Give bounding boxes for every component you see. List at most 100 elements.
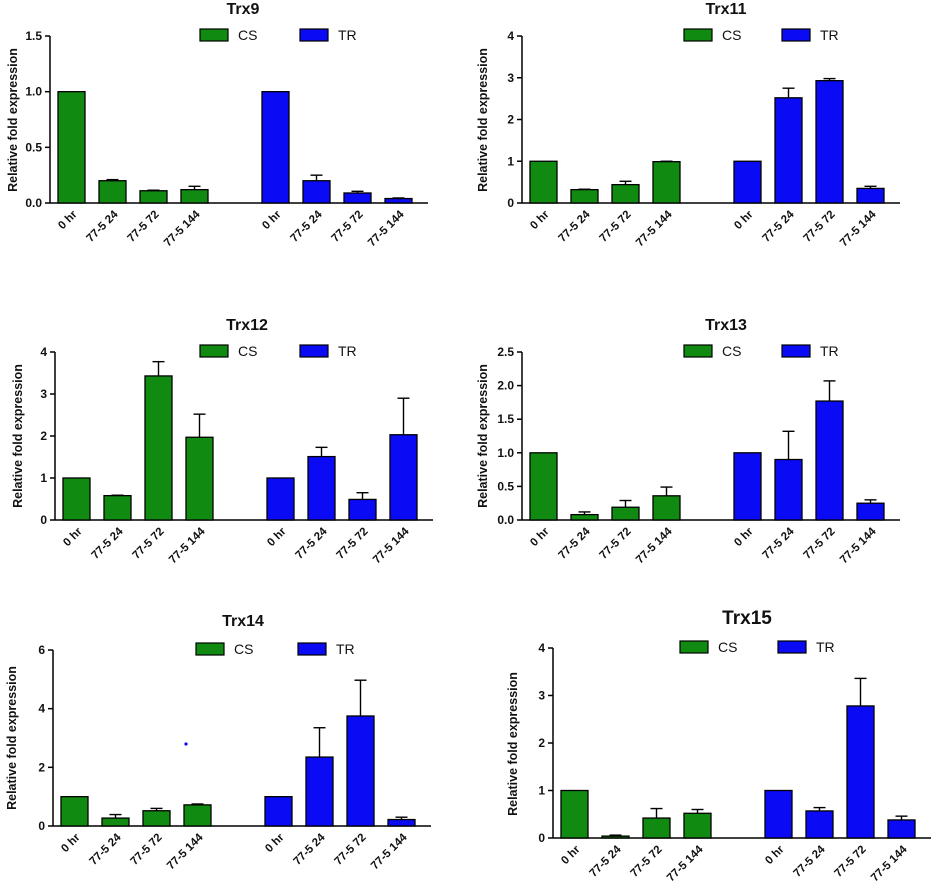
chart-title: Trx14	[222, 613, 264, 630]
bar-cs-1	[103, 494, 132, 521]
x-tick-label: 77-5 72	[802, 526, 838, 562]
x-tick-label: 0 hr	[528, 208, 552, 232]
x-tick-label: 77-5 24	[792, 843, 828, 879]
bar-tr-1	[305, 756, 334, 827]
chart-title: Trx13	[705, 317, 747, 334]
y-tick-label: 3	[538, 689, 545, 703]
y-tick-label: 4	[507, 29, 514, 43]
bar-tr-0	[733, 452, 762, 521]
bar-tr-0	[264, 796, 293, 827]
bar-cs-3	[683, 812, 712, 839]
legend-label-tr: TR	[820, 27, 839, 43]
x-tick-label: 0 hr	[763, 843, 787, 867]
stray-dot	[184, 742, 188, 746]
x-tick-label: 77-5 72	[129, 832, 165, 868]
y-axis-label: Relative fold expression	[11, 364, 25, 508]
x-tick-label: 0 hr	[265, 525, 289, 549]
bar-tr-2	[846, 705, 875, 839]
chart-title: Trx9	[227, 1, 260, 18]
y-tick-label: 6	[38, 643, 45, 657]
x-tick-label: 77-5 72	[598, 209, 634, 245]
legend-swatch-tr	[299, 28, 329, 42]
bar-cs-0	[529, 160, 558, 204]
x-tick-label: 77-5 72	[335, 526, 371, 562]
x-tick-label: 77-5 24	[85, 208, 121, 244]
chart-title: Trx11	[706, 1, 747, 18]
legend-label-cs: CS	[234, 641, 253, 657]
legend-swatch-cs	[195, 642, 225, 656]
x-tick-label: 77-5 72	[333, 832, 369, 868]
y-tick-label: 3	[507, 71, 514, 85]
y-tick-label: 0.5	[497, 479, 514, 493]
legend-swatch-cs	[679, 640, 709, 654]
x-tick-label: 77-5 144	[869, 843, 910, 884]
y-tick-label: 2	[38, 760, 45, 774]
bar-cs-2	[611, 183, 640, 204]
legend-label-cs: CS	[718, 639, 737, 655]
bar-tr-1	[805, 810, 834, 839]
legend-swatch-tr	[781, 28, 811, 42]
y-tick-label: 2.5	[497, 345, 514, 359]
x-tick-label: 77-5 144	[366, 208, 407, 249]
bar-cs-2	[139, 190, 168, 204]
bar-tr-1	[302, 180, 331, 204]
bar-cs-3	[652, 161, 681, 204]
chart-title: Trx15	[722, 608, 772, 629]
x-tick-label: 77-5 24	[292, 831, 328, 867]
bar-tr-3	[387, 818, 416, 827]
y-tick-label: 4	[538, 641, 545, 655]
y-tick-label: 2.0	[497, 379, 514, 393]
bar-cs-3	[183, 804, 212, 827]
y-axis-label: Relative fold expression	[476, 364, 490, 508]
x-tick-label: 77-5 72	[833, 844, 869, 880]
legend-swatch-tr	[297, 642, 327, 656]
bar-cs-0	[57, 91, 86, 204]
y-tick-label: 0	[40, 513, 47, 527]
y-tick-label: 1.5	[25, 29, 42, 43]
legend-swatch-cs	[683, 344, 713, 358]
bar-cs-2	[142, 810, 171, 827]
legend-swatch-tr	[299, 344, 329, 358]
legend-swatch-tr	[777, 640, 807, 654]
y-tick-label: 0.0	[497, 513, 514, 527]
bar-cs-1	[570, 188, 599, 204]
x-tick-label: 77-5 24	[761, 208, 797, 244]
legend-label-tr: TR	[336, 641, 355, 657]
y-tick-label: 0	[538, 831, 545, 845]
legend-label-tr: TR	[816, 639, 835, 655]
x-tick-label: 77-5 144	[167, 525, 208, 566]
y-tick-label: 1	[507, 154, 514, 168]
bar-tr-1	[307, 455, 336, 521]
chart-trx15: Trx15 Relative fold expression 0 1 2 3 4 CS TR 0 …	[506, 608, 931, 884]
chart-trx11: Trx11 Relative fold expression 0 1 2 3 4 CS TR 0 …	[476, 1, 900, 249]
x-tick-label: 77-5 144	[634, 525, 675, 566]
bar-cs-0	[60, 796, 89, 827]
y-tick-label: 0.5	[25, 140, 42, 154]
bar-tr-3	[384, 197, 413, 204]
y-tick-label: 0	[507, 196, 514, 210]
y-axis-label: Relative fold expression	[506, 672, 520, 816]
x-tick-label: 77-5 72	[126, 209, 162, 245]
bar-tr-2	[815, 400, 844, 521]
x-tick-label: 77-5 24	[88, 831, 124, 867]
bar-tr-2	[815, 80, 844, 204]
bar-cs-1	[98, 180, 127, 204]
bar-tr-2	[343, 192, 372, 204]
bar-tr-0	[764, 789, 793, 839]
bar-cs-3	[180, 188, 209, 204]
bar-cs-0	[529, 452, 558, 521]
y-tick-label: 3	[40, 387, 47, 401]
legend-label-tr: TR	[820, 343, 839, 359]
x-tick-label: 0 hr	[732, 208, 756, 232]
x-tick-label: 77-5 72	[330, 209, 366, 245]
x-tick-label: 77-5 24	[557, 525, 593, 561]
chart-title: Trx12	[226, 317, 268, 334]
x-tick-label: 0 hr	[559, 843, 583, 867]
y-tick-label: 2	[507, 113, 514, 127]
legend-swatch-tr	[781, 344, 811, 358]
x-tick-label: 77-5 72	[131, 526, 167, 562]
legend-swatch-cs	[199, 28, 229, 42]
x-tick-label: 0 hr	[59, 831, 83, 855]
x-tick-label: 77-5 144	[165, 831, 206, 872]
